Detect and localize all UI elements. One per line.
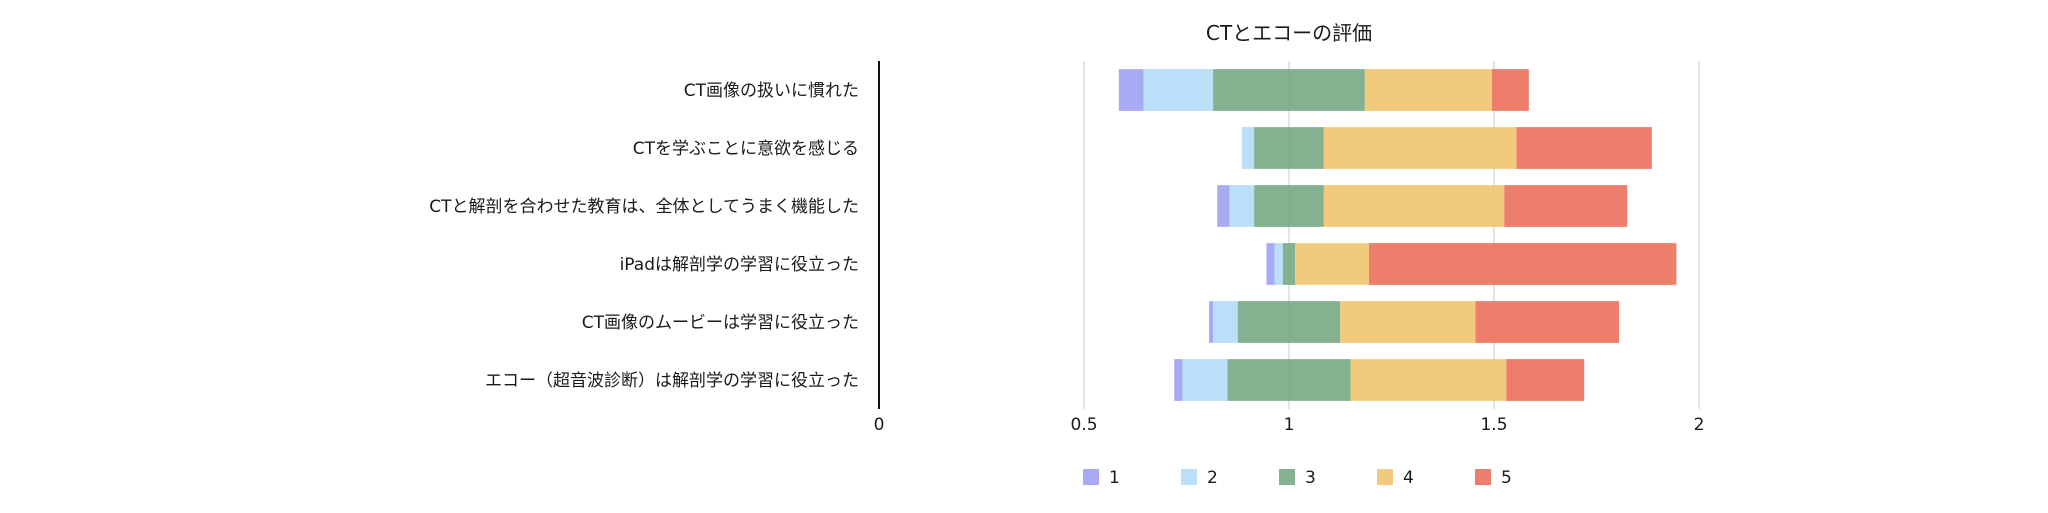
chart-title: CTとエコーの評価 xyxy=(1206,21,1372,45)
bar-segment-5 xyxy=(1506,359,1585,401)
bar-segment-4 xyxy=(1350,359,1507,401)
legend: 1 2 3 4 5 xyxy=(1083,468,1512,488)
legend-item: 4 xyxy=(1377,468,1414,488)
x-tick-label: 1.5 xyxy=(1480,415,1507,435)
bar-segment-4 xyxy=(1295,243,1369,285)
bar-row xyxy=(1174,359,1585,401)
bar-segment-2 xyxy=(1241,127,1255,169)
x-tick-label: 1 xyxy=(1284,415,1295,435)
legend-label: 4 xyxy=(1403,468,1414,488)
legend-label: 5 xyxy=(1501,468,1512,488)
gridlines xyxy=(1083,61,1700,409)
bar-segment-3 xyxy=(1254,185,1324,227)
bar-segment-1 xyxy=(1174,359,1183,401)
bar-segment-1 xyxy=(1209,301,1214,343)
x-tick-label: 0 xyxy=(874,415,885,435)
legend-item: 2 xyxy=(1181,468,1218,488)
x-tick-labels: 0 0.5 1 1.5 2 xyxy=(874,415,1705,435)
legend-swatch xyxy=(1279,469,1295,485)
x-tick-label: 0.5 xyxy=(1070,415,1097,435)
bar-segment-5 xyxy=(1475,301,1620,343)
x-tick-label: 2 xyxy=(1694,415,1705,435)
bar-segment-4 xyxy=(1364,69,1492,111)
bar-segment-5 xyxy=(1368,243,1677,285)
bar-segment-2 xyxy=(1182,359,1228,401)
bar-segment-2 xyxy=(1229,185,1255,227)
legend-item: 3 xyxy=(1279,468,1316,488)
bar-segment-3 xyxy=(1254,127,1324,169)
category-labels: CT画像の扱いに慣れた CTを学ぶことに意欲を感じる CTと解剖を合わせた教育は、全… xyxy=(429,81,859,391)
category-label: CT画像の扱いに慣れた xyxy=(684,81,859,101)
legend-swatch xyxy=(1377,469,1393,485)
category-label: iPadは解剖学の学習に役立った xyxy=(620,255,859,275)
bar-segment-2 xyxy=(1143,69,1214,111)
legend-item: 5 xyxy=(1475,468,1512,488)
bar-segment-3 xyxy=(1282,243,1296,285)
bar-segment-5 xyxy=(1516,127,1652,169)
bar-segment-1 xyxy=(1217,185,1230,227)
legend-swatch xyxy=(1083,469,1099,485)
bar-segment-4 xyxy=(1323,127,1517,169)
bar-rows xyxy=(1118,69,1677,401)
bar-segment-2 xyxy=(1274,243,1283,285)
legend-label: 2 xyxy=(1207,468,1218,488)
category-label: CT画像のムービーは学習に役立った xyxy=(582,313,859,333)
bar-segment-4 xyxy=(1323,185,1505,227)
bar-segment-1 xyxy=(1266,243,1275,285)
bar-segment-3 xyxy=(1213,69,1365,111)
bar-row xyxy=(1217,185,1628,227)
legend-swatch xyxy=(1181,469,1197,485)
bar-segment-3 xyxy=(1237,301,1341,343)
bar-segment-5 xyxy=(1504,185,1628,227)
bar-row xyxy=(1209,301,1620,343)
category-label: CTと解剖を合わせた教育は、全体としてうまく機能した xyxy=(429,197,859,217)
legend-label: 3 xyxy=(1305,468,1316,488)
category-label: CTを学ぶことに意欲を感じる xyxy=(633,139,859,159)
legend-swatch xyxy=(1475,469,1491,485)
bar-segment-1 xyxy=(1118,69,1144,111)
bar-segment-4 xyxy=(1340,301,1476,343)
category-label: エコー（超音波診断）は解剖学の学習に役立った xyxy=(485,371,859,391)
legend-item: 1 xyxy=(1083,468,1120,488)
bar-segment-5 xyxy=(1491,69,1529,111)
legend-label: 1 xyxy=(1109,468,1120,488)
bar-row xyxy=(1118,69,1529,111)
bar-row xyxy=(1266,243,1677,285)
bar-row xyxy=(1241,127,1652,169)
bar-segment-2 xyxy=(1213,301,1238,343)
bar-segment-3 xyxy=(1227,359,1351,401)
